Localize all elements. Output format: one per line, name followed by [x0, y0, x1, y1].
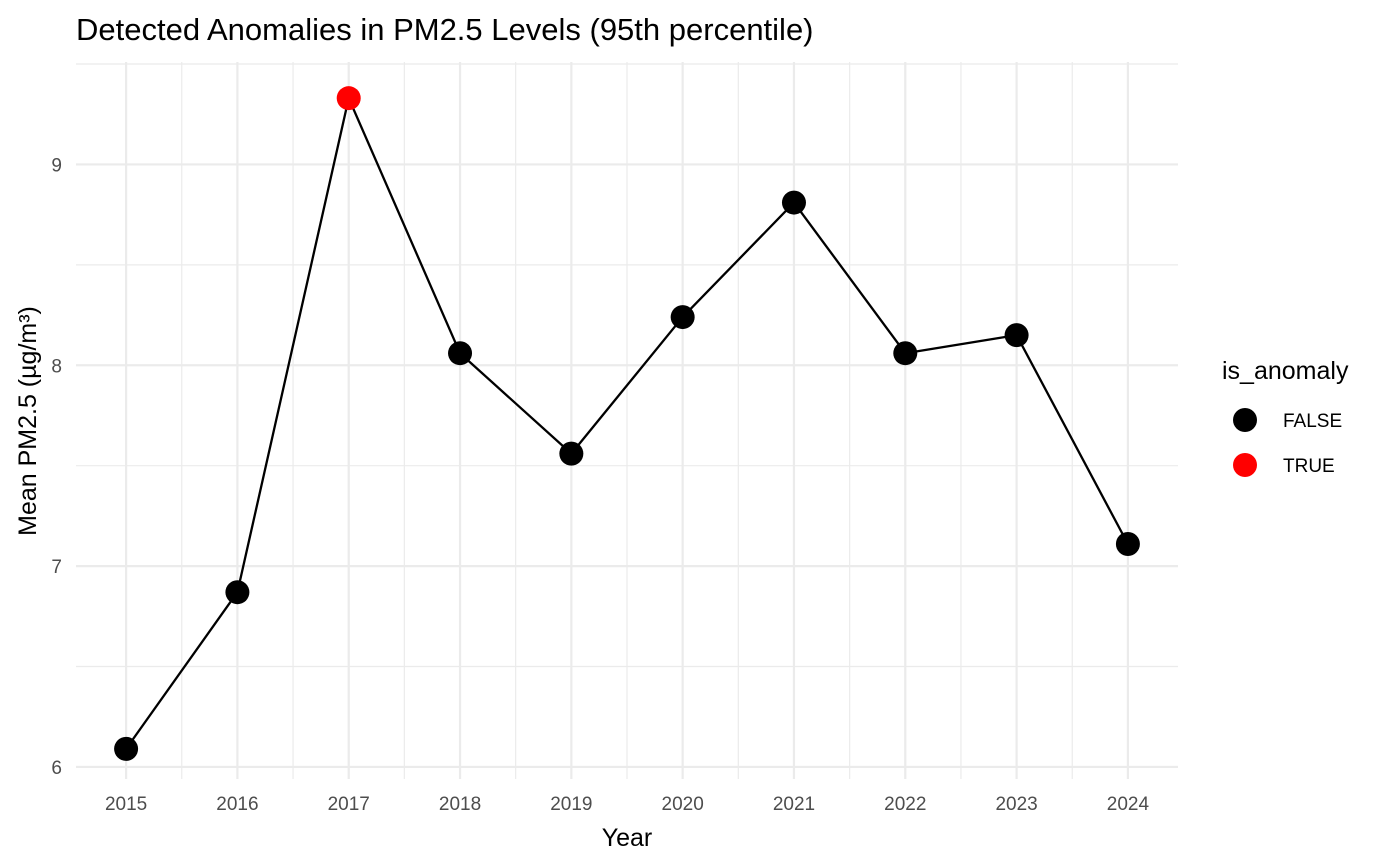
legend-label-true: TRUE	[1283, 456, 1335, 477]
grid	[76, 62, 1178, 779]
x-tick-label: 2022	[884, 794, 926, 815]
data-points	[114, 86, 1140, 761]
legend-label-false: FALSE	[1283, 411, 1342, 432]
x-tick-label: 2023	[995, 794, 1037, 815]
x-tick-label: 2024	[1107, 794, 1150, 815]
data-point	[893, 341, 918, 366]
data-point	[559, 441, 584, 466]
x-tick-label: 2021	[773, 794, 815, 815]
series-line-group	[125, 97, 1129, 750]
x-tick-label: 2017	[328, 794, 370, 815]
data-point	[781, 190, 806, 215]
data-point	[1115, 532, 1140, 557]
series-line	[125, 97, 1129, 750]
legend-key-true	[1233, 453, 1257, 477]
y-axis-label: Mean PM2.5 (µg/m³)	[14, 306, 42, 536]
x-tick-label: 2019	[550, 794, 592, 815]
y-tick-label: 7	[51, 557, 62, 578]
x-tick-label: 2015	[105, 794, 147, 815]
y-tick-label: 6	[51, 758, 62, 779]
x-tick-label: 2020	[662, 794, 704, 815]
x-axis-ticks: 2015 2016 2017 2018 2019 2020 2021 2022 2023 2024	[105, 794, 1150, 815]
legend-title: is_anomaly	[1222, 357, 1349, 385]
data-point-anomaly	[336, 86, 361, 111]
data-point	[1004, 323, 1029, 348]
x-tick-label: 2016	[216, 794, 258, 815]
chart-title: Detected Anomalies in PM2.5 Levels (95th…	[76, 12, 814, 47]
data-point	[448, 341, 473, 366]
x-axis-label: Year	[602, 824, 653, 852]
data-point	[114, 736, 139, 761]
legend: is_anomaly FALSE TRUE	[1222, 357, 1349, 477]
data-point	[670, 305, 695, 330]
data-point	[225, 580, 250, 605]
y-tick-label: 9	[51, 155, 62, 176]
y-axis-ticks: 6 7 8 9	[51, 155, 62, 779]
legend-key-false	[1233, 408, 1257, 432]
y-tick-label: 8	[51, 356, 62, 377]
x-tick-label: 2018	[439, 794, 481, 815]
